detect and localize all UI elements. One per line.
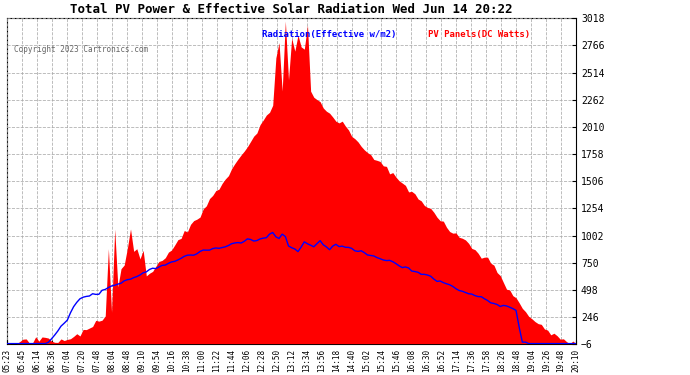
Title: Total PV Power & Effective Solar Radiation Wed Jun 14 20:22: Total PV Power & Effective Solar Radiati… (70, 3, 513, 16)
Text: Copyright 2023 Cartronics.com: Copyright 2023 Cartronics.com (14, 45, 148, 54)
Text: Radiation(Effective w/m2): Radiation(Effective w/m2) (262, 30, 397, 39)
Text: PV Panels(DC Watts): PV Panels(DC Watts) (428, 30, 530, 39)
